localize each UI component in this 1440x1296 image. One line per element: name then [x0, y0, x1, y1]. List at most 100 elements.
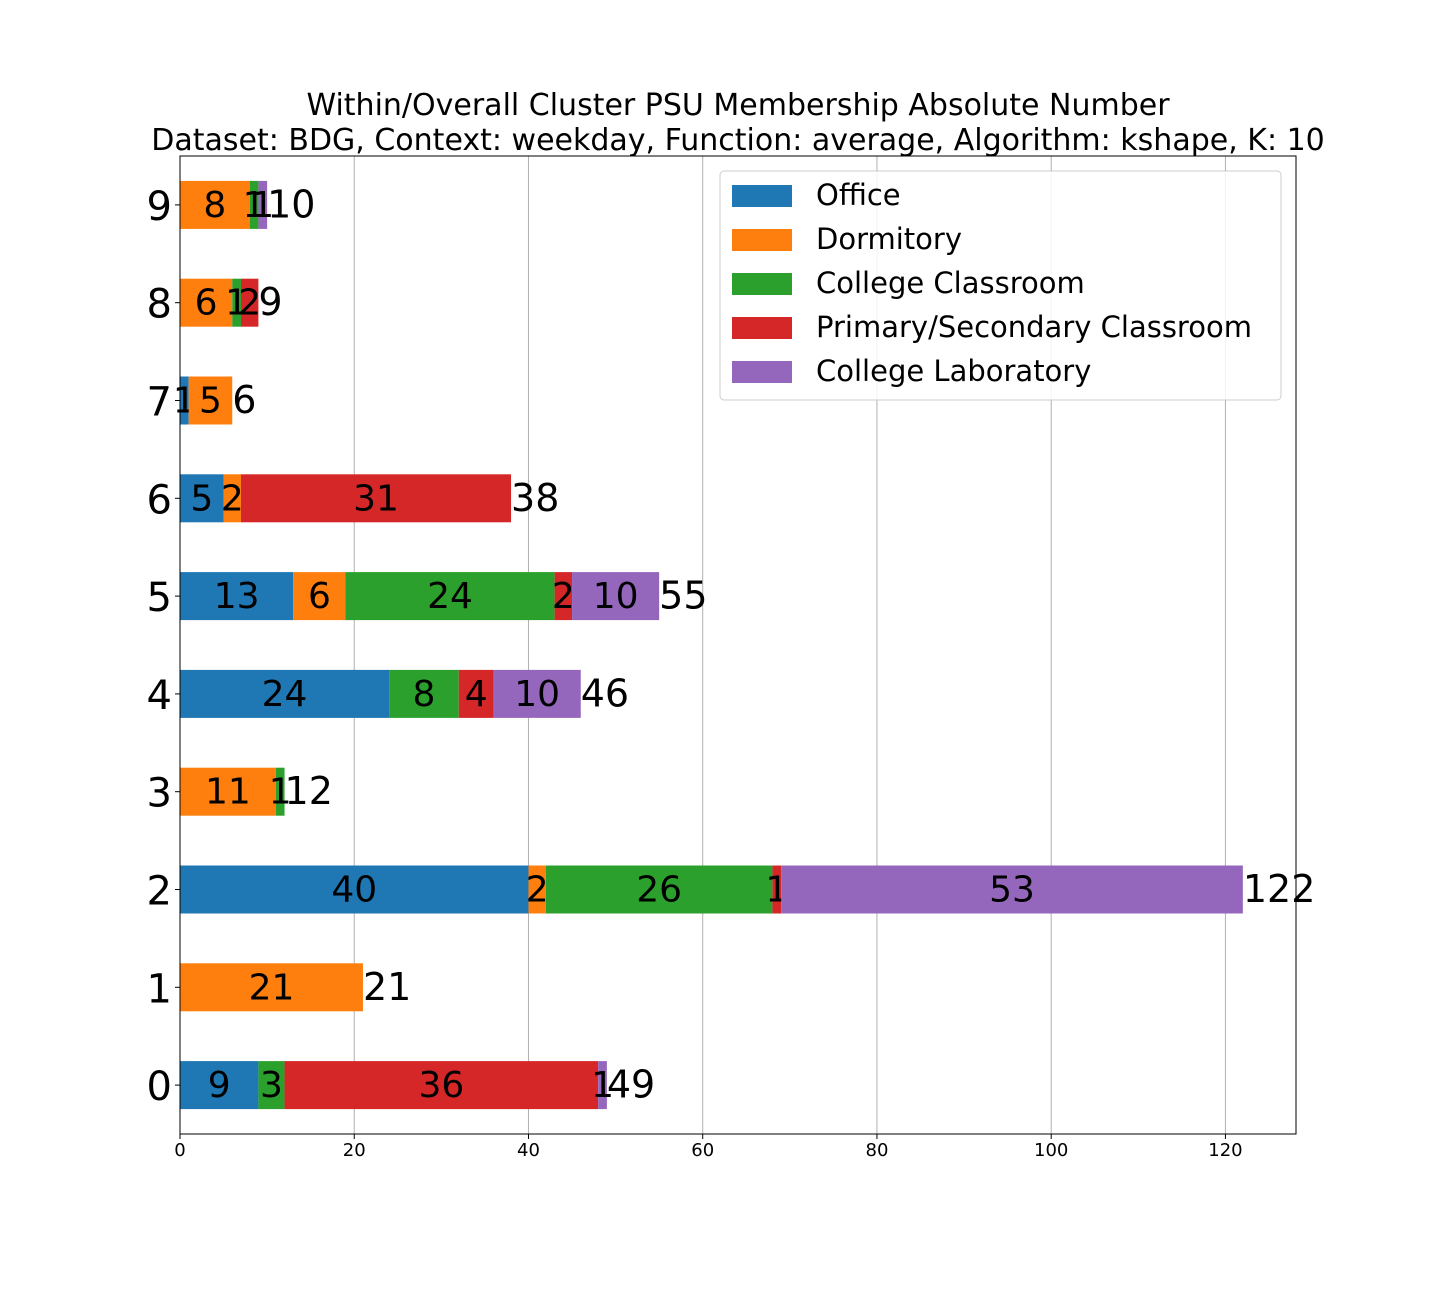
- plot-border: [179, 155, 1297, 1135]
- segment-label: 8: [412, 674, 435, 715]
- chart-subtitle: Dataset: BDG, Context: weekday, Function…: [151, 123, 1325, 158]
- bar-segment: [554, 572, 573, 621]
- segment-label: 31: [353, 478, 399, 519]
- bar-segment: [180, 767, 276, 816]
- y-tick-label: 0: [147, 1064, 172, 1110]
- segment-label: 1: [269, 772, 292, 813]
- bar-segment: [275, 767, 285, 816]
- x-tick-label: 0: [174, 1140, 185, 1161]
- total-label: 122: [1243, 867, 1316, 911]
- bar-segment: [772, 865, 782, 914]
- total-label: 46: [581, 671, 629, 715]
- bar-segment: [258, 1061, 285, 1110]
- bar-segment: [180, 1061, 259, 1110]
- y-tick-label: 8: [147, 282, 172, 328]
- y-tick-label: 6: [147, 477, 172, 523]
- legend-swatch: [732, 229, 792, 251]
- segment-label: 2: [552, 576, 575, 617]
- bar-segment: [180, 474, 224, 523]
- bar-segment: [180, 180, 250, 229]
- segment-label: 11: [205, 772, 251, 813]
- bar-segment: [284, 1061, 599, 1110]
- segment-label: 24: [427, 576, 473, 617]
- total-label: 38: [511, 476, 559, 520]
- bar-segment: [188, 376, 233, 425]
- segment-label: 6: [308, 576, 331, 617]
- legend-swatch: [732, 361, 792, 383]
- x-tick-label: 60: [691, 1140, 714, 1161]
- total-label: 49: [607, 1063, 655, 1107]
- bar-segment: [458, 669, 494, 718]
- y-tick-label: 3: [147, 771, 172, 817]
- total-label: 9: [258, 280, 282, 324]
- x-tick-label: 20: [343, 1140, 366, 1161]
- chart-title: Within/Overall Cluster PSU Membership Ab…: [306, 88, 1170, 123]
- bar-segment: [345, 572, 555, 621]
- segment-label: 2: [238, 283, 261, 324]
- bar-segment: [572, 572, 660, 621]
- bar-segment: [493, 669, 581, 718]
- segment-label: 6: [195, 283, 218, 324]
- segment-label: 5: [199, 381, 222, 422]
- total-label: 21: [363, 965, 411, 1009]
- y-tick-label: 7: [147, 380, 172, 426]
- bar-segment: [389, 669, 459, 718]
- segment-label: 10: [593, 576, 639, 617]
- y-tick-label: 2: [147, 869, 172, 915]
- legend-box: [719, 170, 1282, 401]
- y-tick-label: 9: [147, 184, 172, 230]
- bar-segment: [232, 278, 241, 327]
- segment-label: 9: [208, 1065, 231, 1106]
- legend-swatch: [732, 317, 792, 339]
- total-label: 12: [285, 769, 333, 813]
- legend-label: Primary/Secondary Classroom: [816, 310, 1252, 344]
- segment-label: 36: [418, 1065, 464, 1106]
- bar-segment: [240, 278, 259, 327]
- bar-segment: [180, 963, 363, 1012]
- bar-segment: [258, 180, 268, 229]
- legend-swatch: [732, 273, 792, 295]
- legend: Office Dormitory College Classroom Primary/…: [719, 170, 1282, 401]
- x-tick-label: 80: [866, 1140, 889, 1161]
- segment-label: 24: [262, 674, 308, 715]
- segment-label: 10: [514, 674, 560, 715]
- legend-swatch: [732, 185, 792, 207]
- legend-label: Dormitory: [816, 222, 962, 256]
- segment-label: 1: [251, 185, 274, 226]
- segment-label: 4: [465, 674, 488, 715]
- bar-segment: [293, 572, 346, 621]
- legend-label: Office: [816, 178, 901, 212]
- bar-segment: [223, 474, 241, 523]
- bar-segment: [180, 278, 233, 327]
- bar-segment: [180, 572, 294, 621]
- plot-frame: [179, 155, 1297, 1135]
- y-axis: 0 1 2 3 4 5 6 7 8 9: [147, 184, 180, 1110]
- bar-segment: [240, 474, 512, 523]
- segment-label: 26: [636, 870, 682, 911]
- bar-segment: [180, 376, 189, 425]
- segment-label: 13: [214, 576, 260, 617]
- segment-label: 8: [203, 185, 226, 226]
- bar-segment: [249, 180, 259, 229]
- segment-label: 40: [331, 870, 377, 911]
- y-tick-label: 4: [147, 673, 172, 719]
- total-label: 55: [659, 574, 707, 618]
- segment-label: 1: [591, 1065, 614, 1106]
- y-tick-label: 5: [147, 575, 172, 621]
- segment-label: 2: [526, 870, 549, 911]
- y-tick-label: 1: [147, 966, 172, 1012]
- segment-label: 53: [989, 870, 1035, 911]
- bar-segment: [781, 865, 1243, 914]
- x-tick-label: 120: [1208, 1140, 1242, 1161]
- x-tick-label: 100: [1034, 1140, 1068, 1161]
- x-tick-label: 40: [517, 1140, 540, 1161]
- segment-label: 5: [190, 478, 213, 519]
- bar-segment: [545, 865, 773, 914]
- bar-segment: [180, 865, 529, 914]
- total-label: 10: [267, 182, 315, 226]
- bar-segment: [180, 669, 390, 718]
- segment-label: 3: [260, 1065, 283, 1106]
- legend-label: College Classroom: [816, 266, 1085, 300]
